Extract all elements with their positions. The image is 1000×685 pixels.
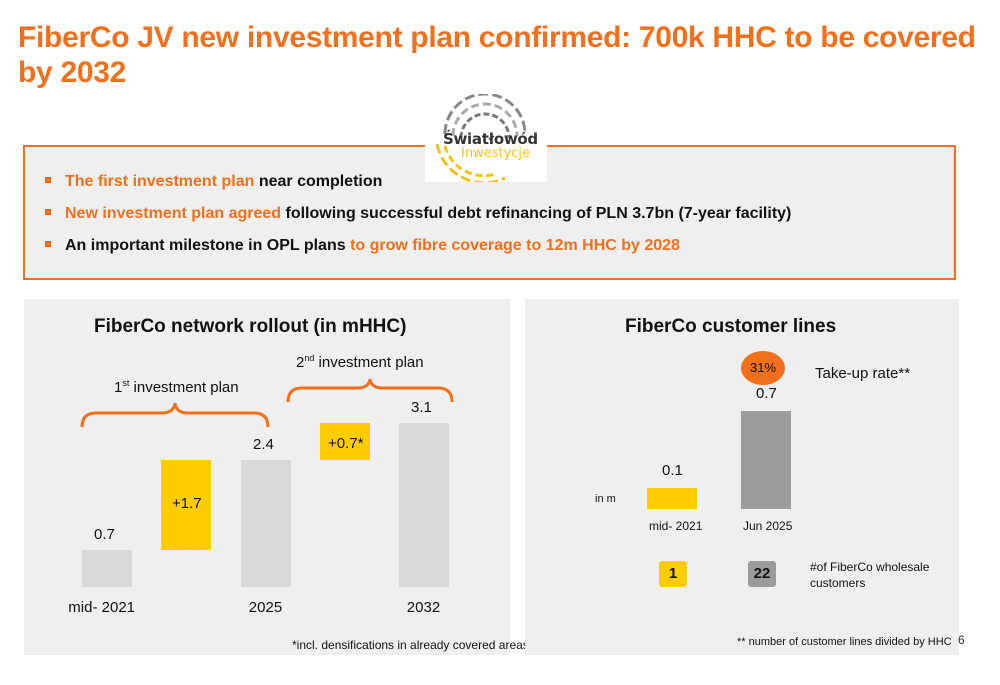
rollout-category-label: mid- 2021: [68, 599, 135, 616]
rollout-bar-value-label: +1.7: [172, 495, 202, 512]
bullet-3-highlight: to grow fibre coverage to 12m HHC by 202…: [350, 237, 680, 254]
logo-rings-icon: [435, 94, 527, 182]
brace-second-plan: [286, 378, 454, 403]
customer-lines-panel: FiberCo customer lines 31% Take-up rate*…: [525, 299, 959, 655]
brace-first-plan: [80, 402, 270, 428]
wholesale-count-2025: 22: [748, 561, 776, 587]
brace-label-second-plan: 2nd investment plan: [296, 353, 424, 371]
logo-text-line1: Światłowód: [443, 130, 538, 148]
bullet-3-text: An important milestone in OPL plans: [65, 237, 351, 254]
wholesale-label-line2: customers: [810, 576, 866, 590]
investment-plan-braces: [80, 378, 454, 428]
network-rollout-title: FiberCo network rollout (in mHHC): [94, 316, 407, 337]
brace-label-first-plan: 1st investment plan: [114, 378, 239, 396]
customer-lines-title: FiberCo customer lines: [625, 316, 837, 337]
rollout-total-bar: [82, 549, 132, 587]
wholesale-count-2021: 1: [659, 561, 687, 587]
bullet-1: The first investment plan near completio…: [45, 172, 382, 192]
customer-lines-category-label: Jun 2025: [743, 519, 793, 533]
rollout-increment-bar: [161, 460, 211, 550]
rollout-total-bar: [241, 460, 291, 587]
bullet-3: An important milestone in OPL plans to g…: [45, 236, 680, 256]
rollout-bar-value-label: 3.1: [411, 399, 432, 416]
rollout-bar-value-label: 0.7: [94, 525, 115, 543]
bullet-marker: [45, 176, 51, 183]
logo-text-line2: Inwestycje: [461, 146, 531, 161]
bullet-1-highlight: The first investment plan: [65, 173, 255, 190]
rollout-bar-value-label: 2.4: [253, 436, 274, 454]
customer-lines-category-label: mid- 2021: [649, 519, 703, 533]
wholesale-label-line1: #of FiberCo wholesale: [810, 560, 930, 574]
bullet-2-highlight: New investment plan agreed: [65, 205, 282, 222]
bullet-marker: [45, 208, 51, 215]
customer-lines-value-label: 0.7: [756, 385, 777, 402]
network-rollout-panel: FiberCo network rollout (in mHHC) 1st in…: [24, 299, 529, 655]
swiatlowod-logo: Światłowód Inwestycje: [425, 94, 547, 182]
customer-lines-bar: [647, 488, 697, 509]
bullet-2-text: following successful debt refinancing of…: [281, 205, 792, 222]
take-up-rate-label: Take-up rate**: [815, 365, 911, 382]
rollout-category-label: 2025: [248, 599, 283, 616]
page-title: FiberCo JV new investment plan confirmed…: [18, 21, 976, 89]
bullet-marker: [45, 240, 51, 247]
rollout-bar-value-label: +0.7*: [326, 431, 366, 456]
page-number: 6: [958, 633, 965, 647]
customer-lines-value-label: 0.1: [662, 462, 683, 479]
rollout-category-label: 2032: [406, 599, 441, 616]
rollout-total-bar: [399, 423, 449, 587]
customer-lines-footnote: ** number of customer lines divided by H…: [737, 636, 952, 648]
take-up-rate-badge: 31%: [741, 351, 785, 385]
bullet-2: New investment plan agreed following suc…: [45, 204, 791, 224]
unit-label: in m: [595, 493, 616, 505]
customer-lines-bar: [741, 411, 791, 509]
rollout-footnote: *incl. densifications in already covered…: [292, 638, 529, 652]
bullet-1-text: near completion: [254, 173, 383, 190]
